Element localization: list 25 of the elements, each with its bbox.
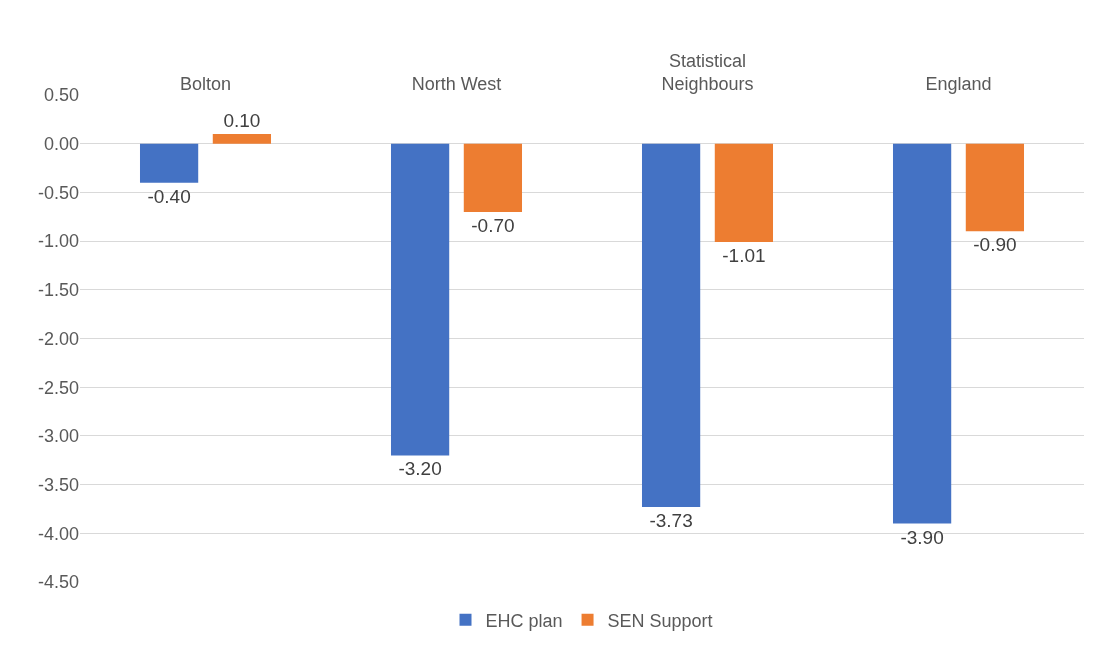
y-tick-label: 0.50 xyxy=(43,85,79,106)
y-tick-label: -3.00 xyxy=(37,426,79,447)
y-tick-label: -4.00 xyxy=(37,523,79,544)
legend-label: EHC plan xyxy=(485,610,563,631)
data-label: -3.90 xyxy=(900,526,944,548)
data-label: -3.73 xyxy=(649,510,693,531)
y-tick-label: -0.50 xyxy=(37,182,79,203)
y-tick-label: -1.50 xyxy=(37,280,79,301)
y-tick-label: -2.00 xyxy=(37,328,79,349)
data-label: -0.90 xyxy=(973,234,1017,256)
data-label: -1.01 xyxy=(722,245,766,267)
y-tick-label: -1.00 xyxy=(37,231,79,252)
data-label: -0.40 xyxy=(147,185,191,207)
data-label: -0.70 xyxy=(471,214,515,236)
x-tick-label: Bolton xyxy=(179,74,232,95)
y-tick-label: -2.50 xyxy=(37,377,79,398)
y-tick-label: -3.50 xyxy=(37,474,79,495)
data-label: -3.20 xyxy=(398,458,442,480)
x-tick-label: North West xyxy=(411,74,502,95)
y-tick-label: 0.00 xyxy=(43,134,79,154)
x-tick-label: Statistical Neighbours xyxy=(661,51,754,95)
data-label: 0.10 xyxy=(223,109,261,131)
legend-label: SEN Support xyxy=(607,610,713,631)
x-tick-label: England xyxy=(925,74,992,95)
y-tick-label: -4.50 xyxy=(37,572,79,593)
